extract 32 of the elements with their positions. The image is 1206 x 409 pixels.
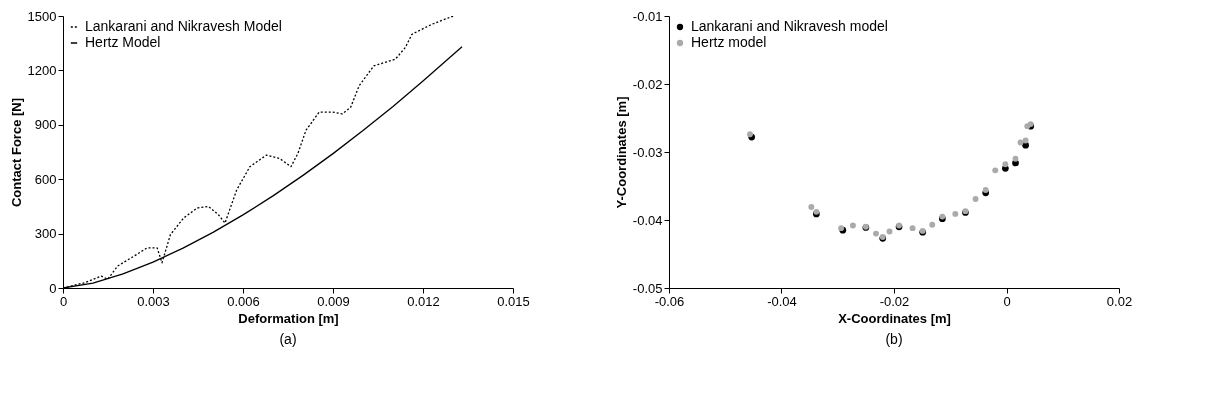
y-tick-label: 600 xyxy=(34,171,57,187)
y-tick-label: 1500 xyxy=(27,8,57,24)
y-tick-label: 1200 xyxy=(27,62,57,78)
y-tick-label: 0 xyxy=(49,280,57,296)
y-tick-label: -0.01 xyxy=(632,8,663,24)
y-tick-label: 300 xyxy=(34,226,57,242)
legend-label: Hertz model xyxy=(691,34,767,50)
x-tick-label: -0.06 xyxy=(654,293,685,309)
x-axis-title: Deformation [m] xyxy=(238,310,339,326)
y-axis-title: Contact Force [N] xyxy=(8,97,24,208)
legend-label: Lankarani and Nikravesh Model xyxy=(85,18,282,34)
y-tick-label: -0.04 xyxy=(632,212,663,228)
x-tick-label: 0.015 xyxy=(497,293,530,309)
x-axis-title: X-Coordinates [m] xyxy=(838,310,951,326)
text: (b) xyxy=(885,331,903,347)
y-tick-label: -0.03 xyxy=(632,144,663,160)
x-tick-label: 0.012 xyxy=(407,293,440,309)
x-tick-label: 0 xyxy=(1003,293,1011,309)
y-axis-title: Y-Coordinates [m] xyxy=(613,96,629,209)
x-tick-label: 0 xyxy=(59,293,68,309)
text: (a) xyxy=(279,331,297,347)
x-tick-label: 0.02 xyxy=(1106,293,1133,309)
x-tick-label: 0.003 xyxy=(137,293,170,309)
y-tick-label: -0.02 xyxy=(632,76,663,92)
x-tick-label: 0.009 xyxy=(317,293,350,309)
y-tick-label: 900 xyxy=(34,117,57,133)
legend-label: Hertz Model xyxy=(85,34,161,50)
legend-label: Lankarani and Nikravesh model xyxy=(691,18,888,34)
x-tick-label: -0.02 xyxy=(879,293,910,309)
x-tick-label: -0.04 xyxy=(767,293,797,309)
x-tick-label: 0.006 xyxy=(227,293,260,309)
y-tick-label: -0.05 xyxy=(632,280,663,296)
